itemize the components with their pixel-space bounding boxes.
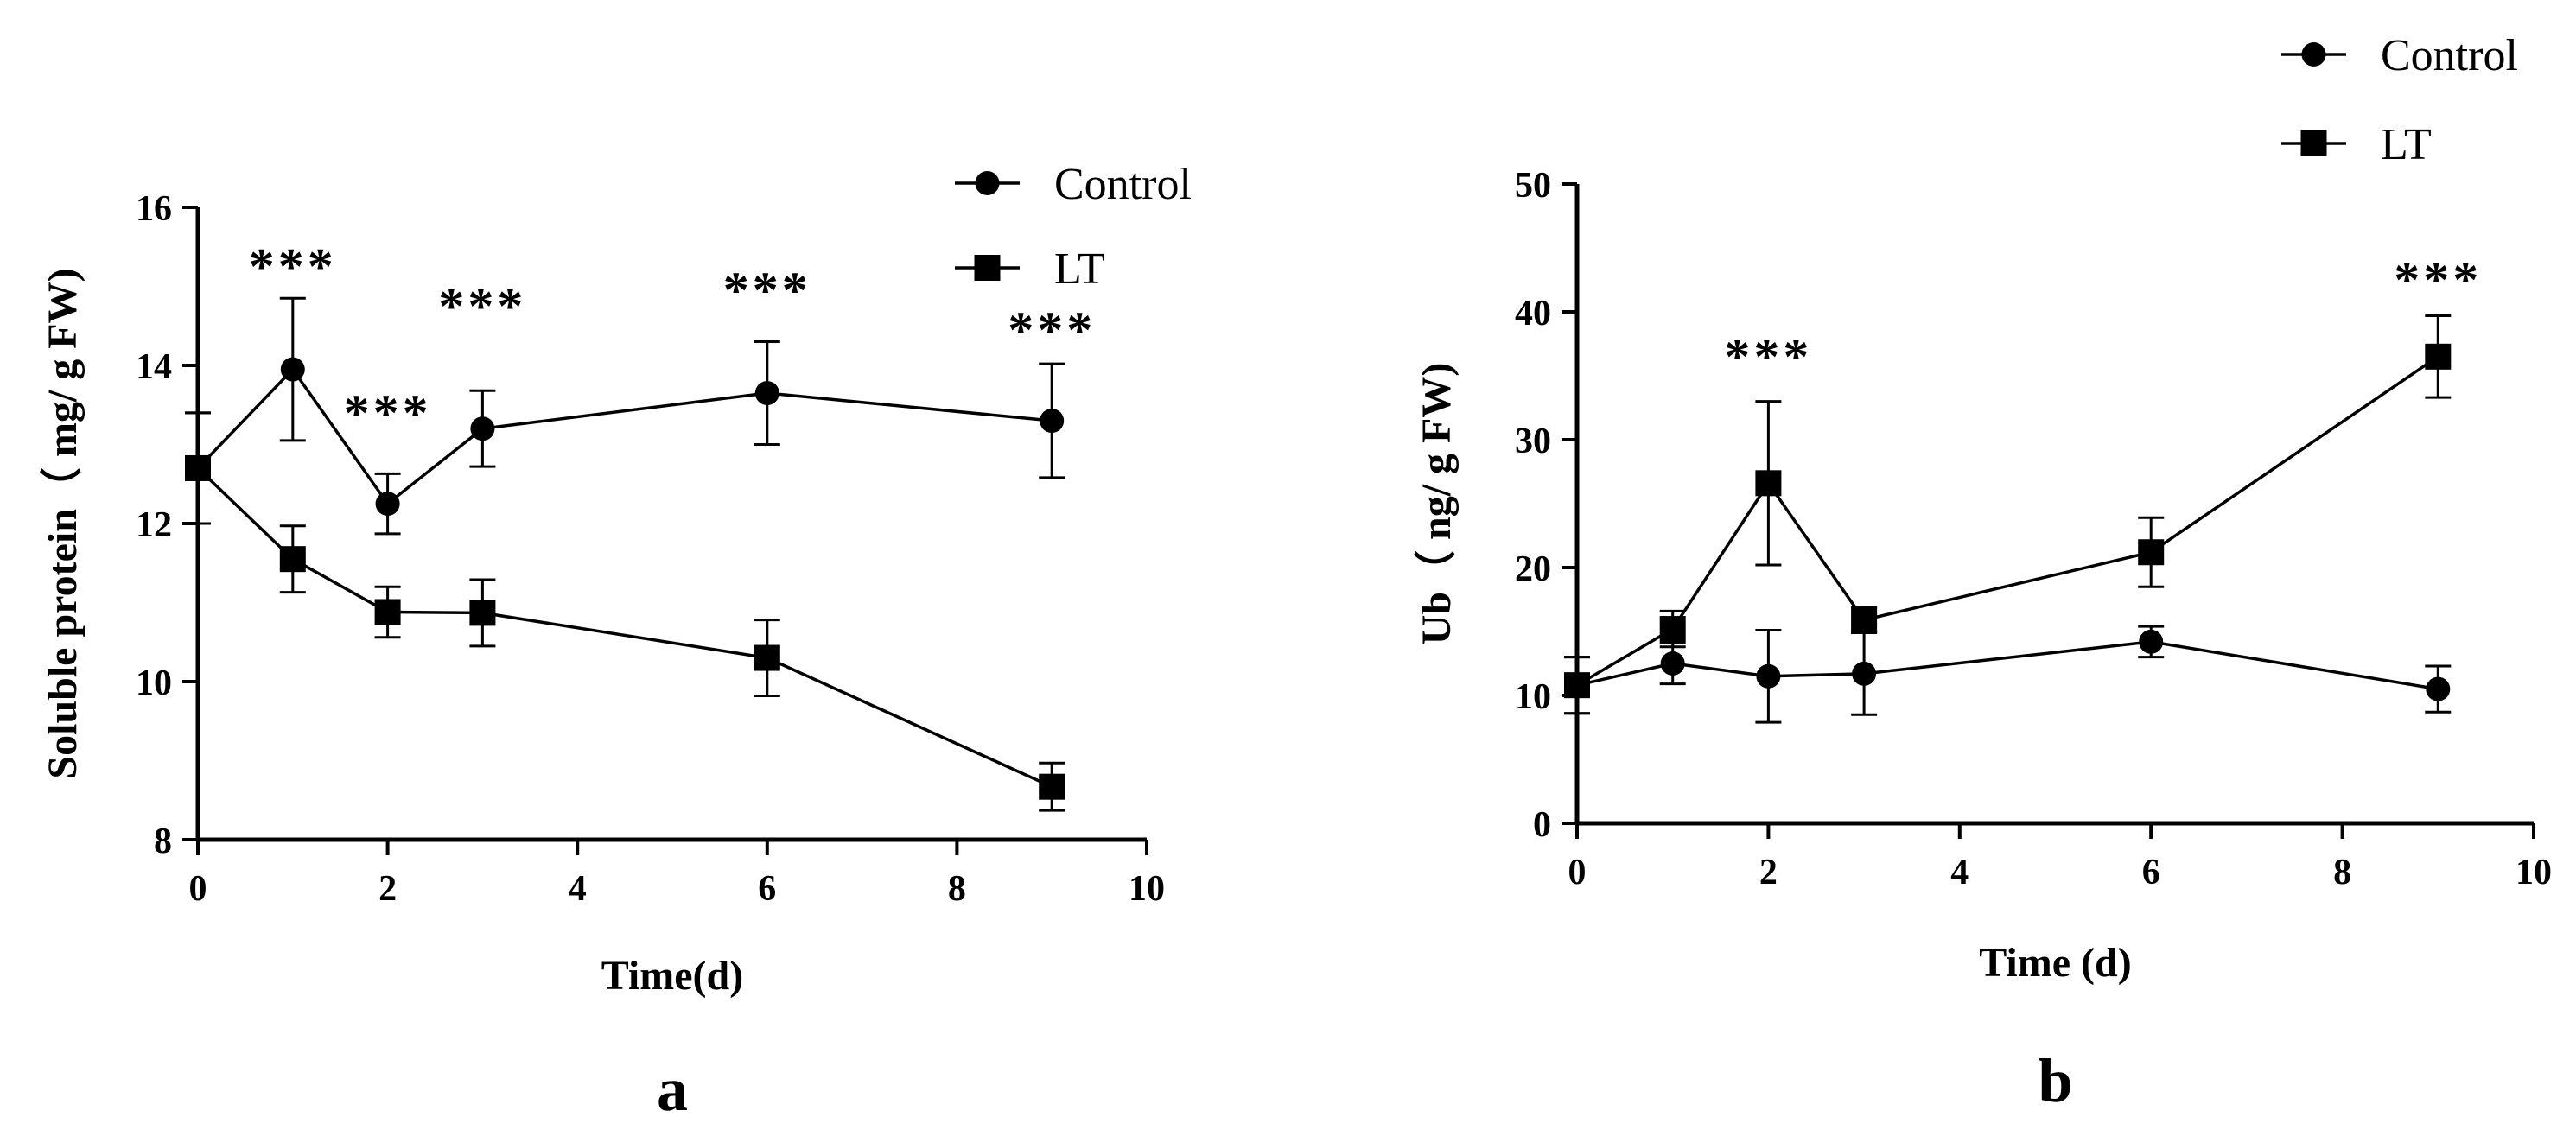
- x-tick-label: 4: [569, 869, 587, 909]
- data-point: [2426, 676, 2451, 701]
- data-point: [1564, 672, 1590, 699]
- x-tick-label: 0: [189, 869, 207, 909]
- data-point: [1039, 773, 1065, 800]
- data-point: [280, 357, 305, 382]
- legend-entry-control: Control: [955, 160, 1192, 209]
- data-point: [470, 416, 495, 441]
- x-axis-label: Time (d): [1979, 940, 2131, 986]
- data-point: [2138, 539, 2165, 566]
- legend-marker: [2301, 42, 2326, 67]
- x-tick-label: 2: [1759, 853, 1778, 892]
- y-tick-label: 8: [154, 822, 172, 861]
- data-point: [375, 492, 400, 517]
- series-control: [185, 296, 1065, 536]
- y-tick-label: 16: [136, 189, 172, 229]
- y-tick-label: 50: [1515, 166, 1551, 206]
- legend-label: Control: [2381, 31, 2518, 80]
- y-axis-label: Ub（ ng/ g FW): [1414, 363, 1460, 645]
- y-tick-label: 14: [136, 347, 172, 387]
- series-lt: [1564, 314, 2452, 715]
- data-point: [2139, 629, 2164, 654]
- x-tick-label: 10: [2516, 853, 2552, 892]
- data-point: [1040, 409, 1065, 434]
- data-point: [469, 600, 496, 626]
- y-tick-label: 10: [1515, 677, 1551, 717]
- y-tick-label: 10: [136, 663, 172, 703]
- y-tick-label: 40: [1515, 294, 1551, 333]
- series-line: [1576, 355, 2439, 687]
- x-tick-label: 6: [758, 869, 776, 909]
- legend-entry-lt: LT: [2281, 120, 2432, 169]
- x-tick-label: 10: [1129, 869, 1165, 909]
- data-point: [185, 454, 211, 481]
- x-tick-label: 8: [948, 869, 966, 909]
- x-tick-label: 8: [2333, 853, 2351, 892]
- series-line: [196, 366, 1053, 506]
- x-tick-label: 0: [1568, 853, 1587, 892]
- legend-entry-control: Control: [2281, 31, 2518, 80]
- data-point: [1659, 616, 1686, 643]
- chart-b: 0 2 4 6 8 10 0 10 20 30 40 50 Time (d) Ub（ ng/ g FW) C…: [1414, 31, 2552, 1115]
- data-point: [754, 381, 779, 406]
- x-tick-label: 2: [378, 869, 397, 909]
- significance-marker: ***: [249, 238, 337, 295]
- x-axis-label: Time(d): [601, 953, 743, 999]
- legend-marker: [975, 171, 1000, 195]
- x-tick-label: 6: [2142, 853, 2160, 892]
- series-control: [1564, 625, 2452, 724]
- series-lt: [185, 411, 1065, 812]
- legend-label: LT: [1054, 244, 1105, 294]
- x-tick-label: 4: [1950, 853, 1969, 892]
- significance-marker: ***: [438, 277, 526, 334]
- significance-marker: ***: [344, 384, 432, 441]
- data-point: [1851, 606, 1878, 633]
- data-point: [374, 599, 401, 625]
- data-point: [1660, 651, 1685, 676]
- series-line: [196, 466, 1053, 789]
- data-point: [1852, 661, 1877, 686]
- panel-label: a: [657, 1055, 688, 1124]
- panel-label: b: [2038, 1046, 2072, 1115]
- significance-marker: ***: [723, 262, 811, 319]
- data-point: [1756, 663, 1781, 689]
- significance-marker: ***: [1008, 301, 1096, 359]
- y-tick-label: 30: [1515, 422, 1551, 461]
- data-point: [279, 546, 306, 573]
- legend-marker: [2300, 130, 2327, 156]
- legend-label: LT: [2381, 120, 2432, 169]
- y-tick-label: 12: [136, 505, 172, 545]
- data-point: [754, 644, 780, 671]
- legend-label: Control: [1054, 160, 1192, 209]
- series-line: [1576, 640, 2439, 691]
- y-axis-label: Soluble protein（ mg/ g FW): [40, 268, 86, 778]
- y-tick-label: 20: [1515, 549, 1551, 589]
- data-point: [1755, 470, 1782, 497]
- significance-marker: ***: [1724, 328, 1812, 385]
- y-tick-label: 0: [1533, 805, 1551, 845]
- legend-marker: [974, 255, 1001, 281]
- legend-entry-lt: LT: [955, 244, 1105, 294]
- chart-a: 0 2 4 6 8 10 8 10 12 14 16 Time(d) Soluble protein（ …: [40, 160, 1192, 1124]
- data-point: [2425, 343, 2452, 370]
- significance-marker: ***: [2394, 251, 2482, 308]
